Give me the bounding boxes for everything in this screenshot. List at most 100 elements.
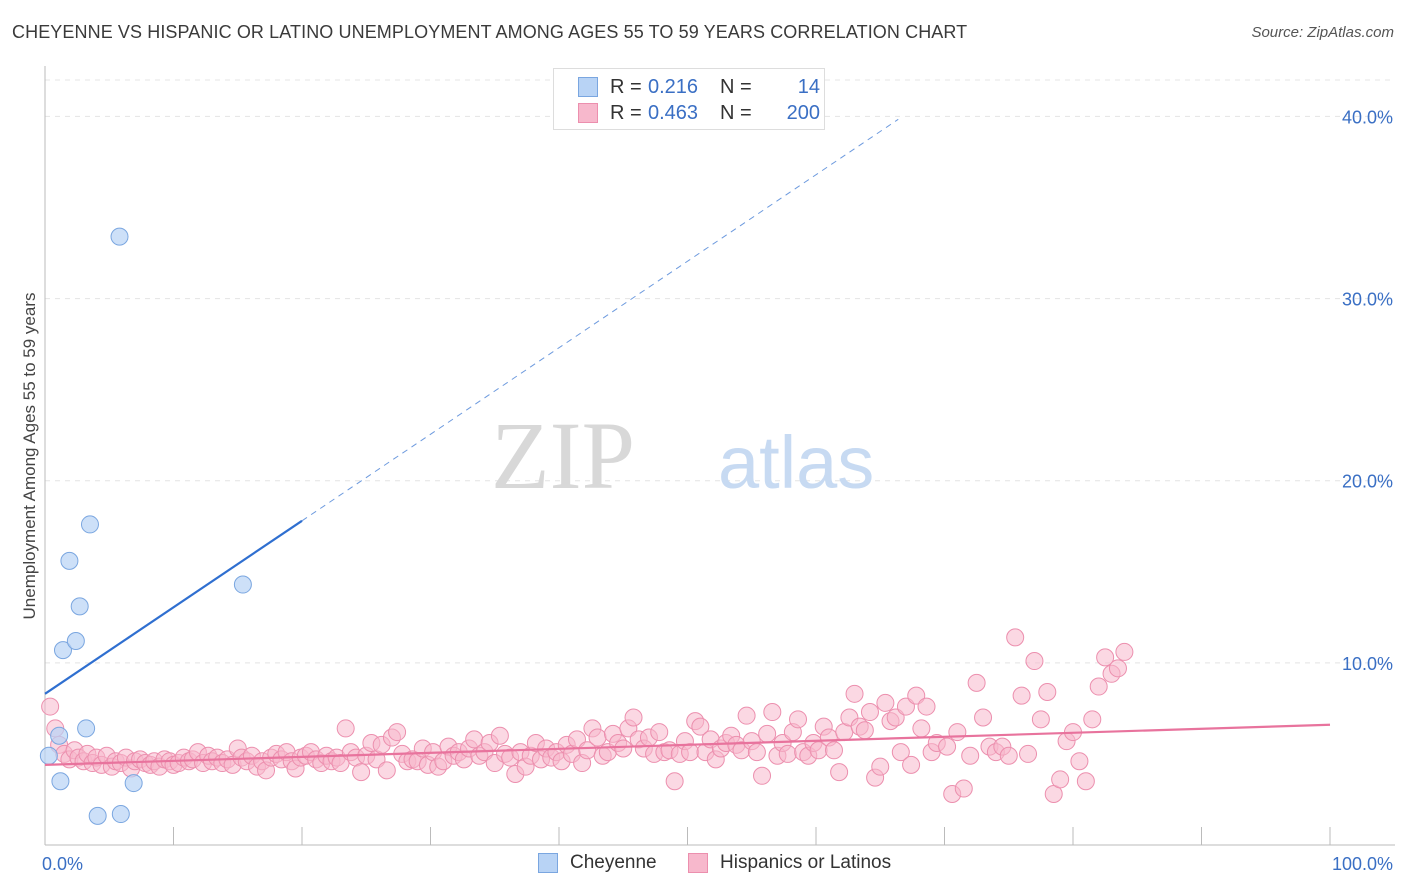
hispanic-point bbox=[1019, 744, 1038, 763]
hispanic-point bbox=[938, 737, 957, 756]
hispanic-point bbox=[737, 706, 756, 725]
hispanic-point bbox=[917, 697, 936, 716]
hispanic-point bbox=[1025, 652, 1044, 671]
hispanic-point bbox=[1089, 677, 1108, 696]
cheyenne-point bbox=[51, 772, 70, 791]
legend-r-value: 0.463 bbox=[648, 101, 699, 124]
hispanic-point bbox=[1083, 710, 1102, 729]
legend-r-label: R = bbox=[610, 75, 642, 98]
legend-row-cheyenne: R = 0.216 N = 14 bbox=[578, 75, 820, 99]
hispanic-point bbox=[650, 723, 669, 742]
hispanic-point bbox=[41, 697, 60, 716]
legend-swatch-cheyenne bbox=[578, 77, 598, 97]
hispanic-point bbox=[747, 743, 766, 762]
hispanic-point bbox=[876, 693, 895, 712]
hispanic-point bbox=[967, 673, 986, 692]
hispanic-point bbox=[336, 719, 355, 738]
cheyenne-point bbox=[77, 719, 96, 738]
watermark-zip: ZIP bbox=[491, 402, 635, 509]
hispanic-point bbox=[845, 684, 864, 703]
hispanic-point bbox=[352, 763, 371, 782]
hispanic-point bbox=[948, 723, 967, 742]
hispanic-point bbox=[1006, 628, 1025, 647]
hispanic-point bbox=[1070, 752, 1089, 771]
hispanic-point bbox=[824, 741, 843, 760]
source-label: Source: ZipAtlas.com bbox=[1251, 24, 1394, 41]
hispanic-point bbox=[763, 703, 782, 722]
hispanic-point bbox=[1051, 770, 1070, 789]
cheyenne-point bbox=[88, 806, 107, 825]
hispanic-point bbox=[902, 755, 921, 774]
y-tick-label: 20.0% bbox=[1342, 472, 1393, 492]
cheyenne-point bbox=[70, 597, 89, 616]
legend-item-hispanic[interactable]: Hispanics or Latinos bbox=[688, 852, 891, 874]
cheyenne-point bbox=[60, 551, 79, 570]
hispanic-point bbox=[377, 761, 396, 780]
correlation-legend: R = 0.216 N = 14 R = 0.463 N = 200 bbox=[553, 68, 825, 130]
legend-n-label: N = bbox=[720, 75, 752, 98]
y-tick-label: 30.0% bbox=[1342, 290, 1393, 310]
hispanic-point bbox=[1012, 686, 1031, 705]
cheyenne-point bbox=[66, 632, 85, 650]
x-tick-label: 100.0% bbox=[1332, 854, 1393, 874]
hispanic-point bbox=[961, 746, 980, 765]
hispanic-point bbox=[1108, 659, 1127, 678]
hispanic-point bbox=[758, 724, 777, 743]
legend-n-value: 14 bbox=[797, 75, 820, 98]
legend-r-label: R = bbox=[610, 101, 642, 124]
hispanic-point bbox=[860, 703, 879, 722]
cheyenne-point bbox=[39, 746, 58, 765]
hispanic-point bbox=[681, 743, 700, 762]
cheyenne-trend-extension bbox=[301, 118, 899, 522]
hispanic-point bbox=[855, 721, 874, 740]
legend-n-label: N = bbox=[720, 101, 752, 124]
hispanic-point bbox=[954, 779, 973, 798]
hispanic-point bbox=[1076, 772, 1095, 791]
hispanic-point bbox=[871, 757, 890, 776]
hispanic-trend-line bbox=[44, 723, 1331, 766]
hispanic-point bbox=[753, 766, 772, 785]
hispanic-point bbox=[974, 708, 993, 727]
hispanic-point bbox=[830, 763, 849, 782]
hispanic-point bbox=[691, 717, 710, 736]
legend-label-hispanic: Hispanics or Latinos bbox=[720, 852, 892, 873]
legend-item-cheyenne[interactable]: Cheyenne bbox=[538, 852, 657, 874]
hispanic-point bbox=[999, 746, 1018, 765]
hispanic-point bbox=[614, 739, 633, 758]
chart-title: CHEYENNE VS HISPANIC OR LATINO UNEMPLOYM… bbox=[12, 22, 968, 42]
y-axis-label: Unemployment Among Ages 55 to 59 years bbox=[20, 292, 39, 620]
hispanic-point bbox=[588, 728, 607, 747]
cheyenne-point bbox=[233, 575, 252, 594]
legend-swatch-cheyenne bbox=[538, 853, 558, 873]
legend-r-value: 0.216 bbox=[648, 75, 699, 98]
cheyenne-point bbox=[111, 805, 130, 824]
cheyenne-point bbox=[124, 774, 143, 793]
hispanic-point bbox=[1096, 648, 1115, 667]
legend-swatch-hispanic bbox=[688, 853, 708, 873]
hispanic-point bbox=[624, 708, 643, 727]
hispanic-point bbox=[891, 743, 910, 762]
hispanic-point bbox=[1038, 683, 1057, 701]
cheyenne-trend-line bbox=[44, 519, 303, 695]
hispanic-point bbox=[665, 772, 684, 791]
hispanic-point bbox=[912, 719, 931, 738]
legend-n-value: 200 bbox=[786, 101, 820, 124]
hispanic-point bbox=[1031, 710, 1050, 729]
x-tick-label: 0.0% bbox=[42, 854, 83, 874]
cheyenne-point bbox=[110, 227, 129, 246]
hispanic-point bbox=[778, 744, 797, 763]
y-tick-label: 10.0% bbox=[1342, 654, 1393, 674]
hispanic-point bbox=[388, 723, 407, 742]
cheyenne-point bbox=[50, 726, 69, 745]
legend-row-hispanic: R = 0.463 N = 200 bbox=[578, 101, 820, 125]
cheyenne-point bbox=[80, 515, 99, 534]
watermark: ZIP atlas bbox=[491, 402, 874, 509]
y-tick-label: 40.0% bbox=[1342, 107, 1393, 127]
watermark-atlas: atlas bbox=[718, 421, 874, 504]
hispanic-point bbox=[1115, 642, 1134, 661]
legend-swatch-hispanic bbox=[578, 103, 598, 123]
legend-label-cheyenne: Cheyenne bbox=[570, 852, 657, 873]
series-legend: Cheyenne Hispanics or Latinos bbox=[0, 852, 1406, 878]
hispanic-point bbox=[789, 710, 808, 729]
